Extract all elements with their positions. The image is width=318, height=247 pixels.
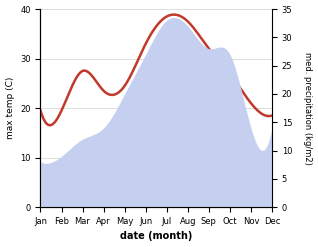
Y-axis label: max temp (C): max temp (C) <box>5 77 15 139</box>
X-axis label: date (month): date (month) <box>120 231 192 242</box>
Y-axis label: med. precipitation (kg/m2): med. precipitation (kg/m2) <box>303 52 313 165</box>
